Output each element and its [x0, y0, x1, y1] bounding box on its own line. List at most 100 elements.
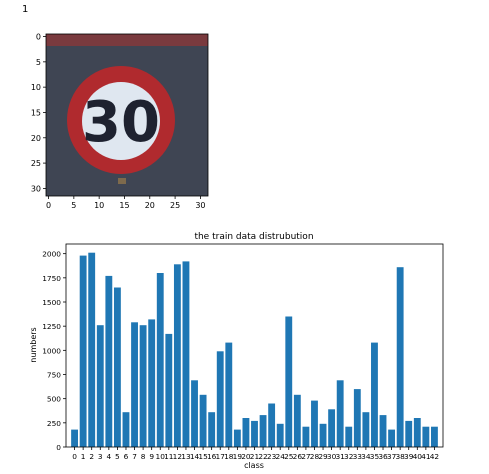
bar — [379, 415, 387, 447]
x-tick-label: 11 — [164, 452, 174, 461]
output-index: 1 — [22, 4, 29, 15]
x-tick-label: 19 — [233, 452, 243, 461]
x-tick-label: 14 — [190, 452, 200, 461]
sign-face — [82, 82, 160, 160]
x-tick-label: 9 — [149, 452, 154, 461]
x-tick-label: 24 — [276, 452, 286, 461]
bar — [156, 273, 164, 447]
bar — [105, 275, 113, 447]
bar — [388, 429, 396, 447]
image-y-tick-label: 20 — [31, 134, 41, 143]
bar — [293, 394, 301, 447]
bar — [208, 412, 216, 447]
x-tick-label: 21 — [250, 452, 260, 461]
x-tick-label: 0 — [72, 452, 77, 461]
image-x-tick-label: 0 — [46, 201, 51, 210]
x-tick-label: 34 — [361, 452, 371, 461]
image-plot: 30 0 5 10 15 20 25 30 0 5 10 15 20 25 30 — [31, 33, 209, 210]
bar — [405, 420, 413, 447]
x-tick-label: 37 — [387, 452, 397, 461]
bar — [225, 342, 233, 447]
image-x-tick-label: 25 — [170, 201, 180, 210]
x-tick-label: 27 — [301, 452, 311, 461]
bar — [276, 423, 284, 447]
x-axis-label: class — [244, 461, 264, 470]
x-tick-label: 40 — [413, 452, 423, 461]
y-tick-label: 1500 — [42, 298, 61, 307]
x-tick-label: 3 — [98, 452, 103, 461]
bar — [139, 325, 147, 447]
image-y-tick-label: 30 — [31, 184, 41, 193]
image-x-tick-label: 5 — [71, 201, 76, 210]
bar — [182, 261, 190, 447]
bar — [173, 264, 181, 447]
bar — [328, 409, 336, 447]
bar — [131, 322, 138, 447]
x-ticks: 0 1 2 3 4 5 6 7 8 9 10 11 12 13 14 15 16 17 18 19 20 21 22 23 24… — [72, 447, 439, 461]
bar — [422, 426, 430, 447]
bars — [71, 252, 438, 447]
bar — [251, 420, 258, 447]
x-tick-label: 38 — [395, 452, 405, 461]
x-tick-label: 15 — [198, 452, 208, 461]
x-tick-label: 23 — [267, 452, 277, 461]
x-tick-label: 29 — [318, 452, 328, 461]
x-tick-label: 5 — [115, 452, 120, 461]
x-tick-label: 32 — [344, 452, 353, 461]
image-top-band — [46, 34, 208, 46]
image-y-tick-label: 25 — [31, 159, 41, 168]
chart-title: the train data distrubution — [194, 232, 313, 242]
image-x-tick-label: 10 — [94, 201, 104, 210]
x-tick-label: 42 — [430, 452, 439, 461]
image-y-tick-label: 15 — [31, 108, 41, 117]
y-tick-label: 1250 — [42, 322, 61, 331]
x-tick-label: 7 — [132, 452, 137, 461]
image-x-tick-label: 20 — [145, 201, 155, 210]
bar — [191, 380, 198, 447]
image-y-tick-label: 5 — [36, 58, 41, 67]
x-tick-label: 13 — [181, 452, 191, 461]
bar — [319, 423, 327, 447]
x-tick-label: 8 — [141, 452, 146, 461]
bar — [311, 400, 318, 447]
y-tick-label: 1750 — [42, 274, 61, 283]
image-y-tick-label: 10 — [31, 83, 41, 92]
x-tick-label: 12 — [173, 452, 182, 461]
bar — [88, 252, 96, 447]
bar — [259, 415, 267, 447]
image-y-ticks: 0 5 10 15 20 25 30 — [31, 33, 46, 193]
image-x-tick-label: 30 — [195, 201, 205, 210]
y-tick-label: 0 — [56, 443, 61, 452]
sign-digits: 30 — [82, 90, 160, 155]
bar — [199, 394, 207, 447]
x-tick-label: 28 — [310, 452, 320, 461]
x-tick-label: 25 — [284, 452, 294, 461]
x-tick-label: 26 — [293, 452, 303, 461]
bar — [96, 325, 104, 447]
bar — [216, 351, 224, 447]
sign-post — [118, 178, 126, 184]
bar — [353, 389, 361, 447]
image-x-tick-label: 15 — [119, 201, 129, 210]
x-tick-label: 39 — [404, 452, 414, 461]
bar — [362, 412, 370, 447]
bar — [285, 316, 293, 447]
x-tick-label: 31 — [335, 452, 345, 461]
bar — [79, 255, 87, 447]
y-tick-label: 750 — [47, 371, 61, 380]
x-tick-label: 35 — [370, 452, 380, 461]
bar — [242, 418, 250, 447]
bar — [233, 429, 241, 447]
y-tick-label: 250 — [47, 419, 61, 428]
bar — [336, 380, 344, 447]
y-tick-label: 500 — [47, 395, 61, 404]
bar — [431, 426, 438, 447]
x-tick-label: 16 — [207, 452, 217, 461]
bar — [113, 287, 121, 447]
bar — [302, 426, 310, 447]
bar — [396, 267, 404, 447]
bar — [371, 342, 378, 447]
x-tick-label: 20 — [241, 452, 251, 461]
image-x-ticks: 0 5 10 15 20 25 30 — [46, 196, 206, 210]
